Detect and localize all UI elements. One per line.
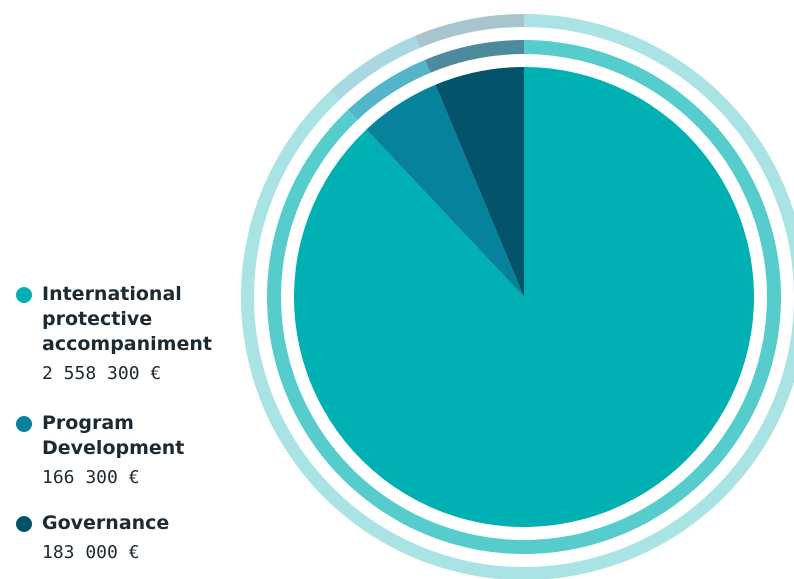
middle-ring xyxy=(267,40,781,554)
legend-value: 2 558 300 € xyxy=(42,363,162,384)
outer-ring-segment-program-development xyxy=(330,35,420,101)
legend-item-program-development: Program Development 166 300 € xyxy=(16,411,246,490)
legend-value: 166 300 € xyxy=(42,467,140,488)
middle-ring-segment-governance xyxy=(424,40,524,73)
pie-slice-program-development xyxy=(366,84,524,297)
outer-ring-segment-governance xyxy=(414,14,524,48)
legend-label: International protective accompaniment xyxy=(42,283,212,355)
legend-dot-international-protective-accompaniment xyxy=(16,287,32,303)
outer-ring xyxy=(241,14,794,579)
legend-item-governance: Governance 183 000 € xyxy=(16,511,246,565)
pie-slice-governance xyxy=(435,67,524,297)
legend-label: Governance xyxy=(42,512,170,534)
legend-label: Program Development xyxy=(42,412,185,459)
middle-ring-segment-program-development xyxy=(347,59,431,121)
legend-value: 183 000 € xyxy=(42,542,140,563)
legend-item-international-protective-accompaniment: International protective accompaniment 2… xyxy=(16,282,246,386)
legend-dot-program-development xyxy=(16,416,32,432)
legend-dot-governance xyxy=(16,516,32,532)
pie-slices xyxy=(293,67,754,527)
